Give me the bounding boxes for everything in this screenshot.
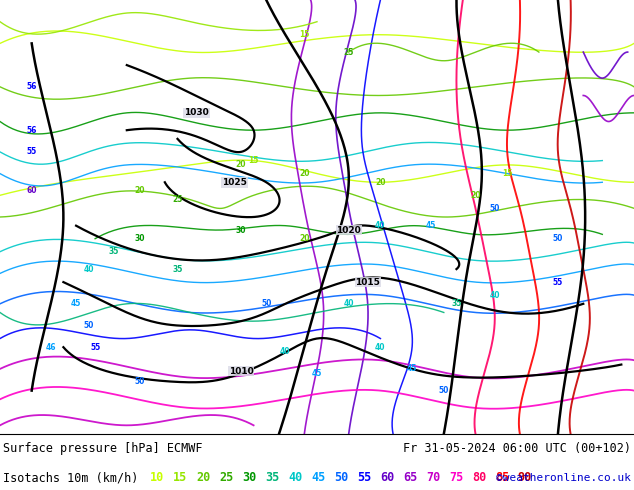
Text: 20: 20	[375, 178, 385, 187]
Text: ©weatheronline.co.uk: ©weatheronline.co.uk	[496, 473, 631, 483]
Text: 35: 35	[172, 265, 183, 273]
Text: 35: 35	[451, 299, 462, 308]
Text: 15: 15	[173, 471, 187, 484]
Text: Isotachs 10m (km/h): Isotachs 10m (km/h)	[3, 471, 139, 484]
Text: 25: 25	[172, 195, 183, 204]
Text: 40: 40	[489, 291, 500, 299]
Text: 15: 15	[249, 156, 259, 165]
Text: 85: 85	[495, 471, 509, 484]
Text: 55: 55	[553, 278, 563, 287]
Text: 45: 45	[71, 299, 81, 308]
Text: 45: 45	[311, 471, 325, 484]
Text: 45: 45	[426, 221, 436, 230]
Text: 70: 70	[426, 471, 440, 484]
Text: 10: 10	[150, 471, 164, 484]
Text: 15: 15	[299, 30, 309, 39]
Text: 20: 20	[134, 187, 145, 196]
Text: 55: 55	[27, 147, 37, 156]
Text: 15: 15	[502, 169, 512, 178]
Text: 20: 20	[299, 169, 309, 178]
Text: 80: 80	[472, 471, 486, 484]
Text: 1010: 1010	[228, 367, 254, 375]
Text: 40: 40	[375, 343, 385, 352]
Text: 40: 40	[375, 221, 385, 230]
Text: 60: 60	[380, 471, 394, 484]
Text: 50: 50	[84, 321, 94, 330]
Text: 50: 50	[134, 377, 145, 387]
Text: 56: 56	[27, 126, 37, 135]
Text: 20: 20	[236, 160, 246, 170]
Text: 30: 30	[242, 471, 256, 484]
Text: 40: 40	[280, 347, 290, 356]
Text: 35: 35	[109, 247, 119, 256]
Text: 40: 40	[288, 471, 302, 484]
Text: 1025: 1025	[222, 178, 247, 187]
Text: 30: 30	[134, 234, 145, 243]
Text: Fr 31-05-2024 06:00 UTC (00+102): Fr 31-05-2024 06:00 UTC (00+102)	[403, 441, 631, 455]
Text: 20: 20	[299, 234, 309, 243]
Text: 20: 20	[470, 191, 481, 200]
Text: 46: 46	[46, 343, 56, 352]
Text: 55: 55	[90, 343, 100, 352]
Text: 20: 20	[196, 471, 210, 484]
Text: 1030: 1030	[184, 108, 209, 117]
Text: 45: 45	[407, 365, 417, 373]
Text: 50: 50	[334, 471, 348, 484]
Text: 25: 25	[344, 48, 354, 56]
Text: 30: 30	[236, 225, 246, 235]
Text: 60: 60	[27, 187, 37, 196]
Text: 50: 50	[439, 386, 449, 395]
Text: 50: 50	[553, 234, 563, 243]
Text: 25: 25	[219, 471, 233, 484]
Text: 75: 75	[449, 471, 463, 484]
Text: 50: 50	[489, 204, 500, 213]
Text: 40: 40	[344, 299, 354, 308]
Text: 45: 45	[312, 369, 322, 378]
Text: 1015: 1015	[355, 278, 380, 287]
Text: 90: 90	[518, 471, 532, 484]
Text: Surface pressure [hPa] ECMWF: Surface pressure [hPa] ECMWF	[3, 441, 203, 455]
Text: 65: 65	[403, 471, 417, 484]
Text: 56: 56	[27, 82, 37, 91]
Text: 50: 50	[261, 299, 271, 308]
Text: 55: 55	[357, 471, 371, 484]
Text: 1020: 1020	[336, 225, 361, 235]
Text: 35: 35	[265, 471, 279, 484]
Text: 40: 40	[84, 265, 94, 273]
